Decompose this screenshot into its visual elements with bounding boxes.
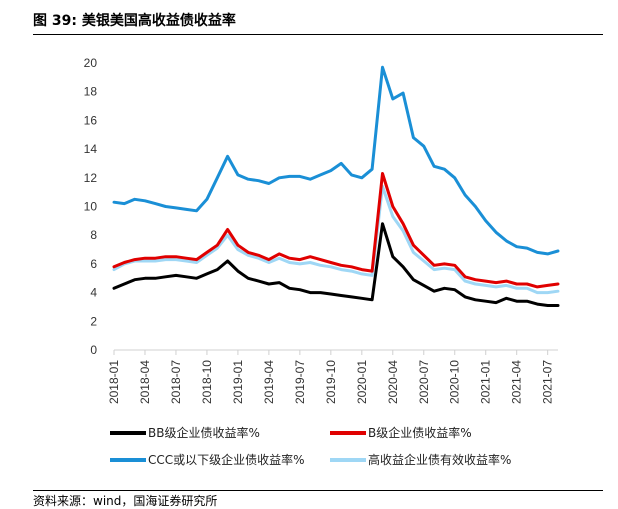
y-tick-label: 14 <box>84 142 98 156</box>
series-line <box>112 184 560 295</box>
x-tick-label: 2018-07 <box>169 360 183 404</box>
x-tick-label: 2018-10 <box>200 360 214 404</box>
x-tick-label: 2021-04 <box>510 360 524 404</box>
x-tick-label: 2020-01 <box>355 360 369 404</box>
title-divider <box>33 34 603 35</box>
series-line <box>112 65 560 256</box>
y-tick-label: 2 <box>90 314 97 328</box>
x-tick-label: 2019-04 <box>262 360 276 404</box>
legend-label: CCC或以下级企业债收益率% <box>148 452 305 467</box>
y-tick-label: 20 <box>84 56 98 70</box>
y-tick-label: 6 <box>90 257 97 271</box>
x-tick-label: 2019-07 <box>293 360 307 404</box>
x-tick-label: 2018-04 <box>138 360 152 404</box>
y-tick-label: 10 <box>84 200 98 214</box>
source-note: 资料来源：wind，国海证券研究所 <box>33 494 218 508</box>
y-tick-label: 4 <box>90 286 97 300</box>
y-tick-label: 18 <box>84 85 98 99</box>
chart: 0 2 4 6 8 10 12 14 16 18 20 2018-01 2018-04 2018-07 20… <box>84 56 560 467</box>
legend-label: BB级企业债收益率% <box>148 425 260 440</box>
x-tick-label: 2020-07 <box>417 360 431 404</box>
x-tick-label: 2020-04 <box>386 360 400 404</box>
legend-label: B级企业债收益率% <box>368 425 472 440</box>
legend-label: 高收益企业债有效收益率% <box>368 452 511 467</box>
y-tick-label: 8 <box>90 228 97 242</box>
y-tick-label: 0 <box>90 343 97 357</box>
series-line <box>112 172 560 289</box>
x-tick-label: 2020-10 <box>448 360 462 404</box>
series-line <box>112 222 560 307</box>
figure-title: 图 39: 美银美国高收益债收益率 <box>33 13 236 29</box>
x-tick-label: 2018-01 <box>107 360 121 404</box>
x-tick-label: 2021-01 <box>479 360 493 404</box>
y-tick-label: 12 <box>84 171 98 185</box>
x-tick-label: 2019-10 <box>324 360 338 404</box>
x-tick-label: 2019-01 <box>231 360 245 404</box>
footer-divider <box>33 490 603 491</box>
x-tick-label: 2021-07 <box>541 360 555 404</box>
y-tick-label: 16 <box>84 113 98 127</box>
